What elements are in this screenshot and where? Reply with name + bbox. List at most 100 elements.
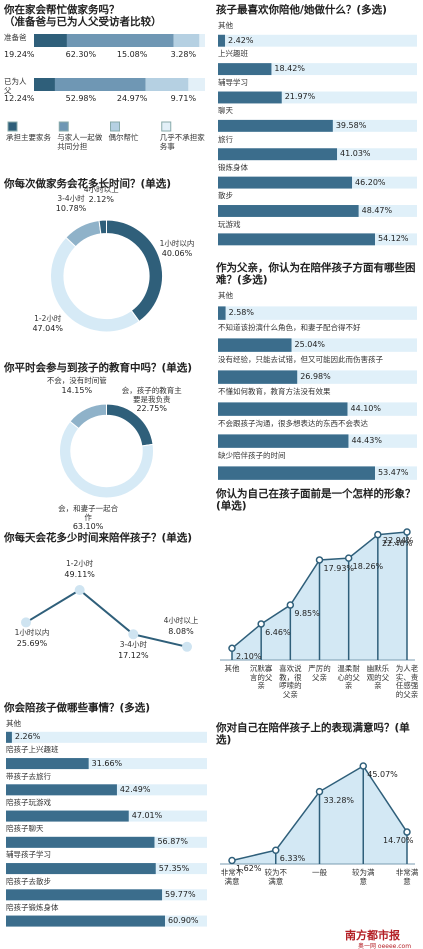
bar bbox=[218, 176, 353, 189]
chart-graphics bbox=[7, 34, 205, 132]
value-label: 62.30% bbox=[65, 50, 97, 59]
point bbox=[403, 828, 411, 836]
chart-graphics bbox=[50, 219, 163, 333]
value-label: 22.94% bbox=[383, 536, 414, 545]
value-label: 6.46% bbox=[265, 627, 291, 637]
point bbox=[272, 846, 280, 854]
point bbox=[403, 528, 411, 536]
value-label: 10.78% bbox=[55, 203, 87, 213]
slice-label: 会，和妻子一起合作 bbox=[58, 504, 119, 523]
chart-panel: 你在家会帮忙做家务吗？ （准备爸与已为人父受访者比较） 准备爸 19.24% 62.30… bbox=[4, 4, 209, 169]
category-label: 4小时以上 bbox=[163, 615, 199, 625]
bar bbox=[218, 434, 349, 448]
value-label: 22.75% bbox=[136, 403, 167, 413]
value-label: 2.10% bbox=[236, 652, 262, 662]
value-label: 12.24% bbox=[4, 94, 35, 103]
slice-label: 1-2小时 bbox=[34, 314, 62, 324]
category-label: 不懂如何教育，教育方法没有效果 bbox=[218, 387, 331, 396]
chart-graphics bbox=[220, 528, 415, 661]
value-label: 21.97% bbox=[284, 92, 316, 102]
chart-graphics bbox=[218, 34, 417, 246]
value-label: 17.93% bbox=[323, 563, 355, 573]
value-label: 2.26% bbox=[14, 732, 41, 742]
slice-label: 3-4小时 bbox=[57, 193, 85, 203]
category-label: 1小时以内 bbox=[14, 628, 50, 638]
chart-title: 你认为自己在孩子面前是一个怎样的形象？(单选) bbox=[216, 488, 416, 513]
category-label: 其他 bbox=[218, 291, 233, 300]
bar bbox=[218, 338, 292, 352]
value-label: 56.87% bbox=[157, 837, 188, 847]
bar bbox=[218, 306, 226, 320]
chart-title: 你对自己在陪伴孩子上的表现满意吗？(单选) bbox=[216, 722, 410, 747]
bar bbox=[218, 205, 359, 217]
value-label: 31.66% bbox=[91, 758, 123, 768]
category-label: 辅导学习 bbox=[218, 77, 248, 87]
value-label: 40.06% bbox=[161, 249, 193, 259]
bar-track bbox=[6, 758, 207, 770]
category-label: 较为不满意 bbox=[264, 868, 288, 886]
value-label: 14.15% bbox=[61, 385, 93, 395]
point bbox=[359, 762, 367, 770]
bar bbox=[6, 731, 12, 743]
category-label: 陪孩子去散步 bbox=[6, 876, 51, 886]
category-label: 聊天 bbox=[218, 106, 233, 116]
point bbox=[257, 620, 265, 628]
category-label: 3-4小时 bbox=[119, 640, 147, 650]
value-label: 3.28% bbox=[170, 50, 197, 59]
bar-track bbox=[218, 34, 417, 47]
chart-title: 作为父亲，你认为在陪伴孩子方面有哪些困难？(多选) bbox=[216, 262, 416, 287]
value-label: 49.11% bbox=[64, 570, 95, 579]
bar-track bbox=[218, 63, 417, 76]
bar bbox=[218, 233, 375, 246]
bar-segment bbox=[199, 34, 205, 47]
category-label: 缺少陪伴孩子的时间 bbox=[218, 451, 286, 460]
donut-slice bbox=[69, 403, 107, 430]
value-label: 60.90% bbox=[168, 916, 199, 926]
bar-segment bbox=[145, 78, 189, 91]
chart-panel: 你每次做家务会花多长时间？(单选) 1小时以内 40.06% 1-2小时 47.04% 3… bbox=[4, 178, 209, 356]
bar bbox=[218, 119, 333, 132]
value-label: 26.98% bbox=[300, 372, 331, 382]
value-label: 1.62% bbox=[236, 864, 262, 874]
bar bbox=[6, 889, 163, 901]
bar bbox=[218, 91, 282, 104]
category-label: 其他 bbox=[224, 664, 240, 673]
bar bbox=[6, 758, 89, 770]
donut-slice bbox=[98, 219, 107, 235]
legend-swatch bbox=[110, 121, 120, 132]
bar bbox=[218, 148, 338, 161]
bar bbox=[218, 34, 226, 47]
chart-graphics bbox=[220, 762, 415, 865]
bar bbox=[218, 466, 375, 480]
value-label: 14.70% bbox=[383, 836, 414, 846]
bar-segment bbox=[173, 34, 200, 47]
category-label: 为人老实、责任感强的父亲 bbox=[395, 664, 419, 699]
category-label: 温柔耐心的父亲 bbox=[337, 664, 360, 691]
value-label: 42.49% bbox=[119, 784, 151, 794]
chart-subtitle: （准备爸与已为人父受访者比较） bbox=[4, 16, 162, 28]
bar bbox=[6, 836, 155, 848]
point bbox=[128, 629, 139, 640]
category-label: 非常不满意 bbox=[220, 868, 244, 886]
value-label: 57.35% bbox=[158, 863, 190, 873]
legend-label: 承担主要家务 bbox=[6, 133, 51, 142]
chart-graphics bbox=[21, 585, 192, 652]
value-label: 44.10% bbox=[350, 404, 381, 414]
bar-segment bbox=[188, 78, 205, 91]
category-label: 散步 bbox=[218, 191, 233, 201]
chart-graphics bbox=[59, 403, 154, 499]
bar bbox=[218, 370, 298, 384]
value-label: 45.07% bbox=[367, 770, 398, 779]
chart-graphics bbox=[218, 306, 417, 480]
bar-track bbox=[218, 306, 417, 320]
legend-label: 偶尔帮忙 bbox=[108, 133, 139, 142]
chart-graphics bbox=[6, 731, 207, 927]
slice-label: 4小时以上 bbox=[83, 185, 119, 195]
legend-label: 与家人一起做共同分担 bbox=[57, 133, 103, 151]
bar bbox=[6, 810, 129, 822]
logo: 南方都市报 bbox=[345, 929, 400, 942]
value-label: 52.98% bbox=[65, 94, 97, 103]
point bbox=[182, 641, 192, 652]
bar bbox=[6, 784, 117, 796]
